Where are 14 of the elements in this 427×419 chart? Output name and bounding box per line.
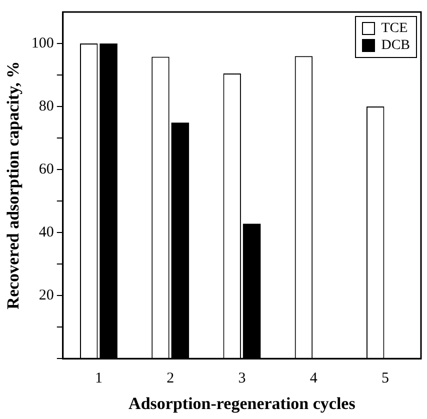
x-axis-title: Adsorption-regeneration cycles: [128, 394, 356, 414]
x-tick-label: 3: [238, 370, 246, 387]
legend-label: TCE: [381, 20, 408, 37]
x-tick-label: 4: [310, 370, 318, 387]
legend-label: DCB: [381, 37, 410, 54]
y-tick-label: 100: [31, 35, 54, 52]
y-tick-label: 20: [38, 288, 54, 304]
y-tick-label: 80: [38, 98, 54, 114]
x-tick-label: 5: [381, 370, 389, 387]
y-axis-title: Recovered adsorption capacity, %: [4, 61, 23, 310]
y-tick-label: 40: [38, 224, 54, 240]
y-tick-label: 60: [38, 161, 54, 178]
x-tick-label: 1: [94, 370, 102, 387]
x-tick-label: 2: [166, 370, 174, 387]
